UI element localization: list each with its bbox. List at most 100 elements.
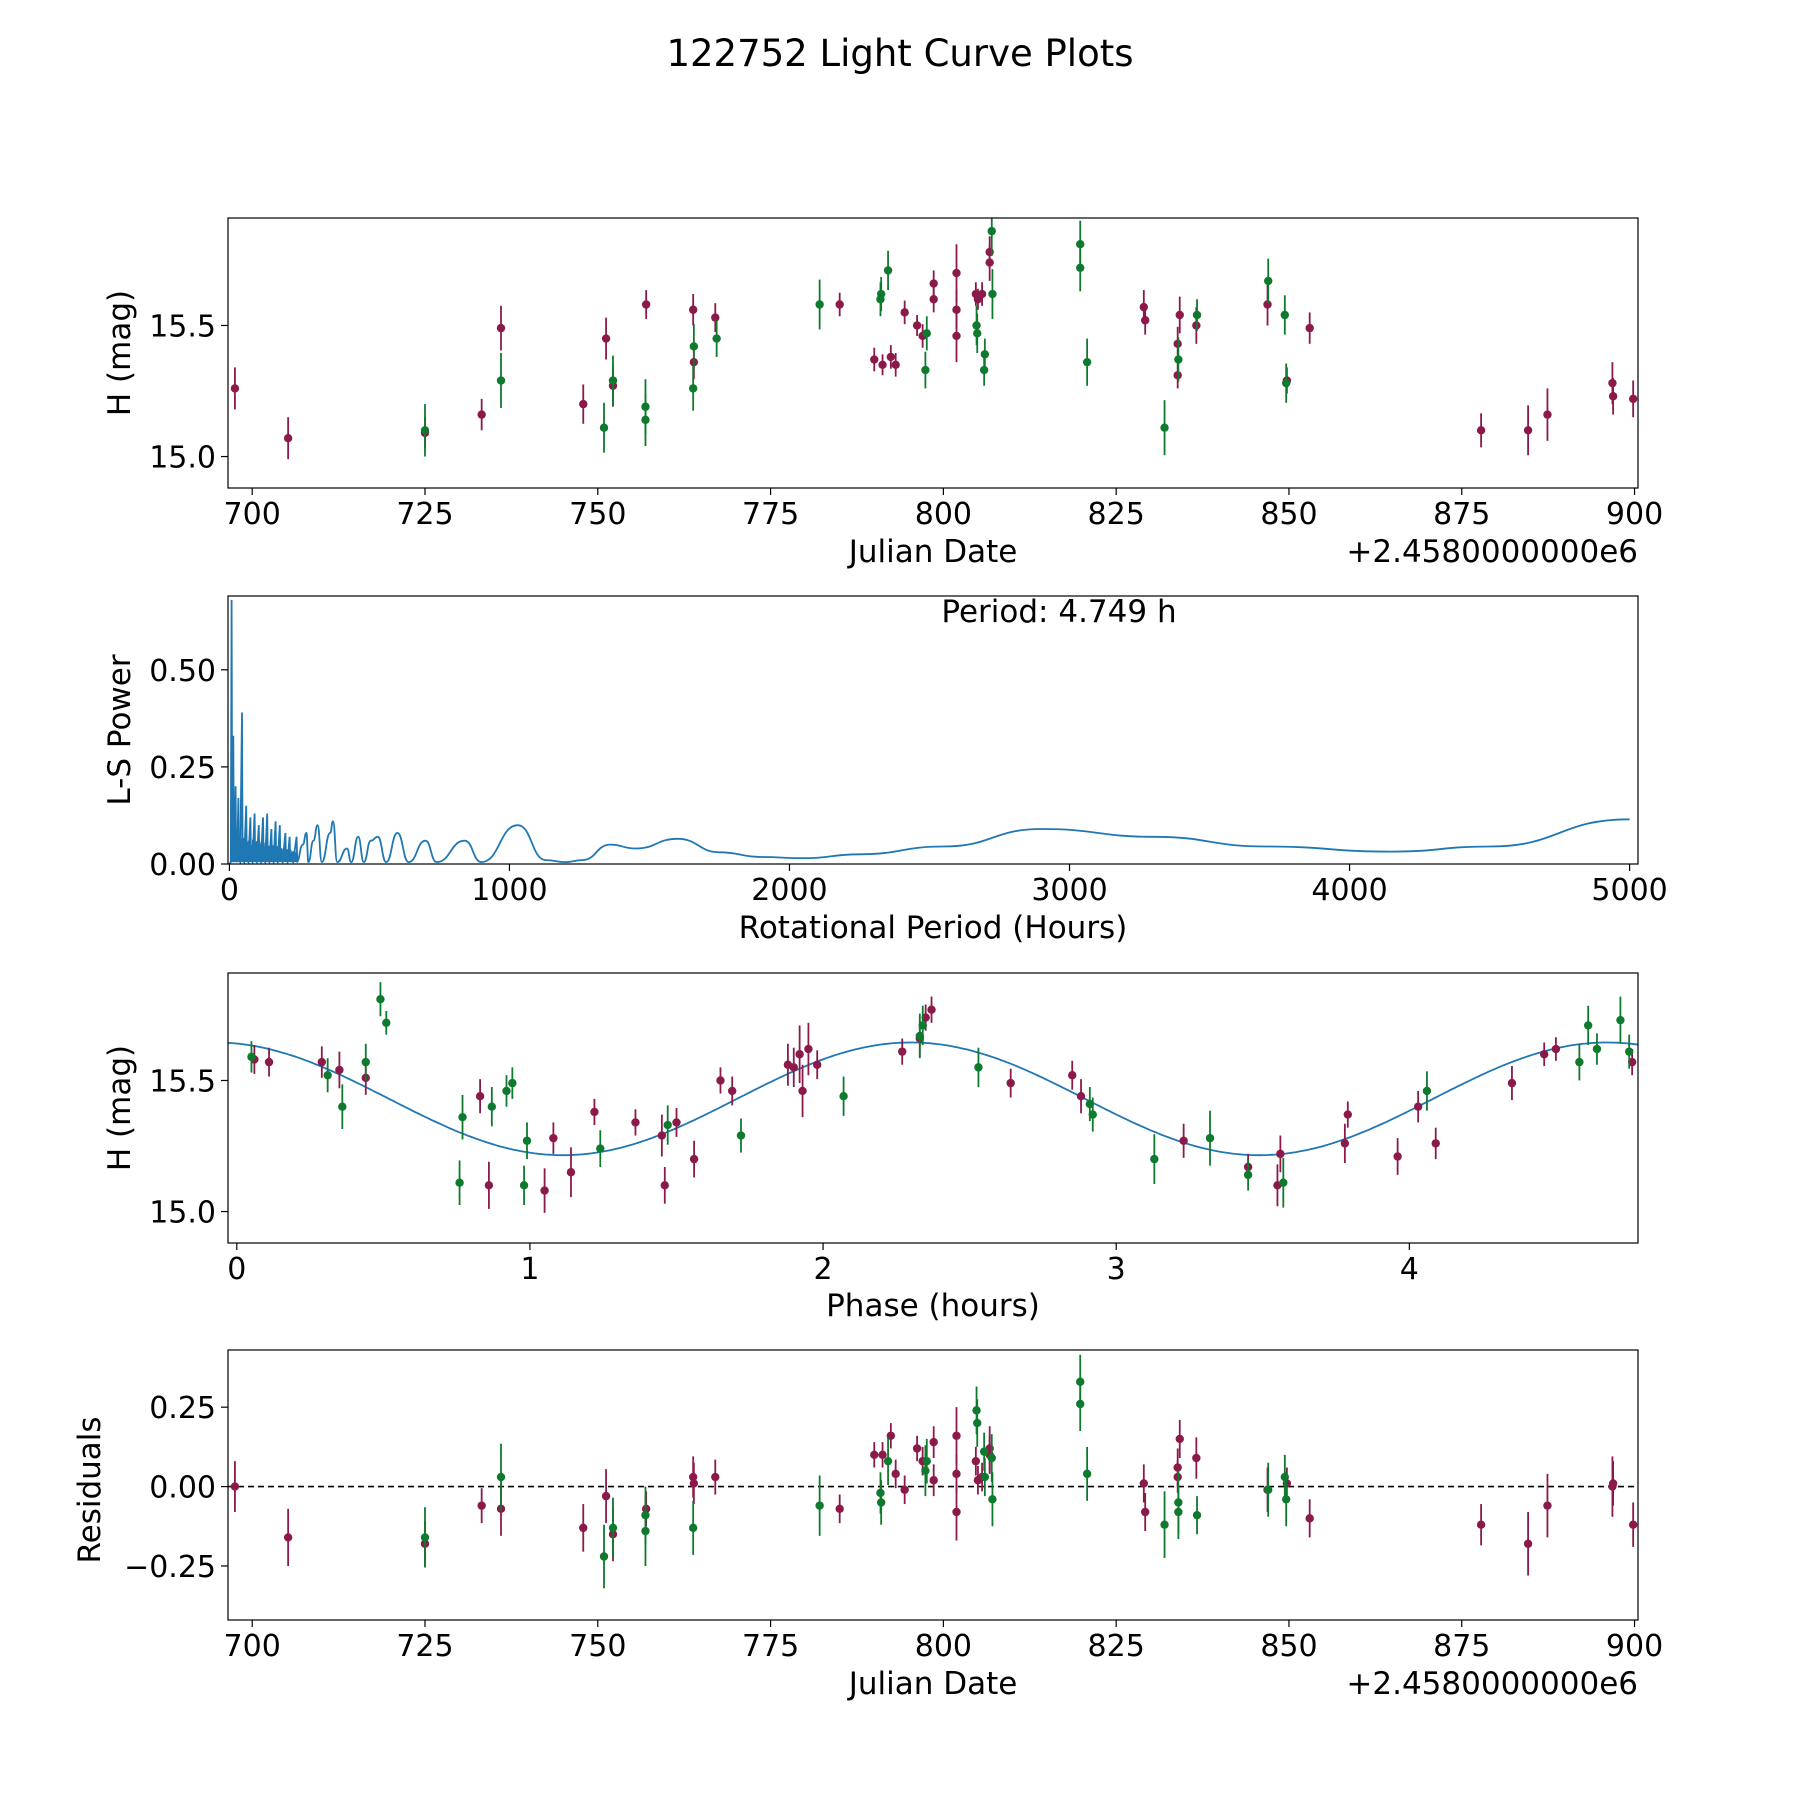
data-point [1305, 312, 1314, 344]
y-tick-label: 0.25 [149, 751, 216, 786]
point-marker [502, 1086, 511, 1096]
point-marker [921, 1466, 930, 1475]
point-marker [264, 1057, 274, 1067]
point-marker [795, 1050, 804, 1059]
data-point [477, 1488, 486, 1524]
data-point [891, 1459, 900, 1489]
point-marker [1006, 1078, 1015, 1088]
data-point [608, 1497, 618, 1559]
point-marker [1264, 1485, 1273, 1494]
point-marker [1082, 1469, 1092, 1479]
data-point [876, 276, 886, 312]
data-point [458, 1094, 467, 1140]
data-point [1243, 1159, 1253, 1191]
point-marker [1243, 1170, 1253, 1180]
x-tick-label: 775 [742, 1629, 799, 1664]
point-marker [549, 1133, 558, 1143]
point-marker [878, 1450, 887, 1460]
point-marker [1422, 1086, 1432, 1096]
point-marker [1476, 1520, 1486, 1529]
point-marker [657, 1131, 667, 1140]
data-point [922, 1438, 931, 1484]
point-marker [952, 331, 961, 341]
data-point [420, 404, 430, 457]
data-point [815, 1475, 824, 1536]
x-tick-label: 5000 [1591, 873, 1667, 908]
data-point [1276, 1135, 1285, 1173]
panel-residuals: 700 725 750 775 800 825 850 875 900 −0.25 0.00 0.25… [72, 1349, 1663, 1702]
x-tick-label: 2 [814, 1252, 833, 1287]
point-marker [883, 266, 893, 275]
point-marker [596, 1144, 605, 1153]
point-marker [922, 329, 931, 338]
point-marker [891, 360, 900, 369]
data-point [1476, 413, 1486, 448]
plot-frame [227, 972, 1639, 1244]
data-point [1192, 299, 1202, 331]
point-marker [1264, 276, 1273, 286]
data-point [508, 1067, 517, 1099]
data-point [980, 1458, 990, 1497]
point-marker [382, 1018, 391, 1028]
data-point [1082, 1446, 1092, 1501]
point-marker [987, 226, 996, 236]
point-marker [815, 1501, 824, 1510]
point-marker [519, 1181, 529, 1190]
data-point [712, 320, 721, 357]
data-point [1279, 1157, 1288, 1208]
point-marker [663, 1120, 672, 1130]
point-marker [1280, 310, 1290, 320]
data-point [1082, 338, 1092, 386]
point-marker [1625, 1047, 1634, 1056]
point-marker [1082, 357, 1092, 367]
data-point [883, 1437, 893, 1485]
data-point [317, 1046, 327, 1078]
data-point [711, 1459, 720, 1495]
point-marker [973, 329, 982, 338]
point-marker [496, 376, 506, 385]
data-point [382, 1011, 391, 1035]
point-marker [1281, 1495, 1291, 1504]
panel-raw: 700 725 750 775 800 825 850 875 900 15.0 15.5 Juli… [102, 217, 1663, 570]
point-marker [338, 1102, 347, 1111]
point-marker [918, 1021, 927, 1030]
point-marker [980, 350, 990, 359]
point-marker [1340, 1139, 1350, 1148]
point-marker [689, 1479, 699, 1488]
point-marker [1192, 310, 1202, 320]
point-marker [1575, 1057, 1584, 1067]
data-point [1076, 1079, 1086, 1114]
point-marker [952, 1469, 961, 1479]
point-marker [1076, 263, 1085, 273]
point-marker [927, 1005, 936, 1014]
point-marker [870, 355, 879, 364]
point-marker [608, 1523, 618, 1533]
data-point [283, 417, 293, 460]
point-marker [1076, 1399, 1085, 1409]
data-point [1551, 1037, 1561, 1061]
data-point [641, 290, 651, 319]
data-point [1476, 1504, 1486, 1546]
point-marker [804, 1044, 813, 1054]
data-point [736, 1118, 746, 1153]
data-point [716, 1067, 725, 1094]
data-point [566, 1147, 576, 1198]
point-marker [1343, 1110, 1352, 1119]
point-marker [1551, 1044, 1561, 1054]
point-marker [876, 289, 886, 299]
point-marker [590, 1107, 599, 1117]
x-tick-label: 825 [1088, 497, 1145, 532]
point-marker [952, 1507, 961, 1517]
point-marker [484, 1181, 494, 1190]
y-tick-label: 15.5 [149, 1064, 216, 1099]
point-marker [579, 399, 588, 409]
data-point [1616, 996, 1625, 1044]
point-marker [716, 1076, 725, 1085]
data-point [323, 1058, 332, 1093]
point-marker [987, 1453, 996, 1463]
point-marker [912, 321, 922, 330]
data-point [230, 367, 240, 410]
data-point [1305, 1499, 1314, 1538]
data-point [641, 379, 650, 435]
point-marker [813, 1060, 822, 1069]
